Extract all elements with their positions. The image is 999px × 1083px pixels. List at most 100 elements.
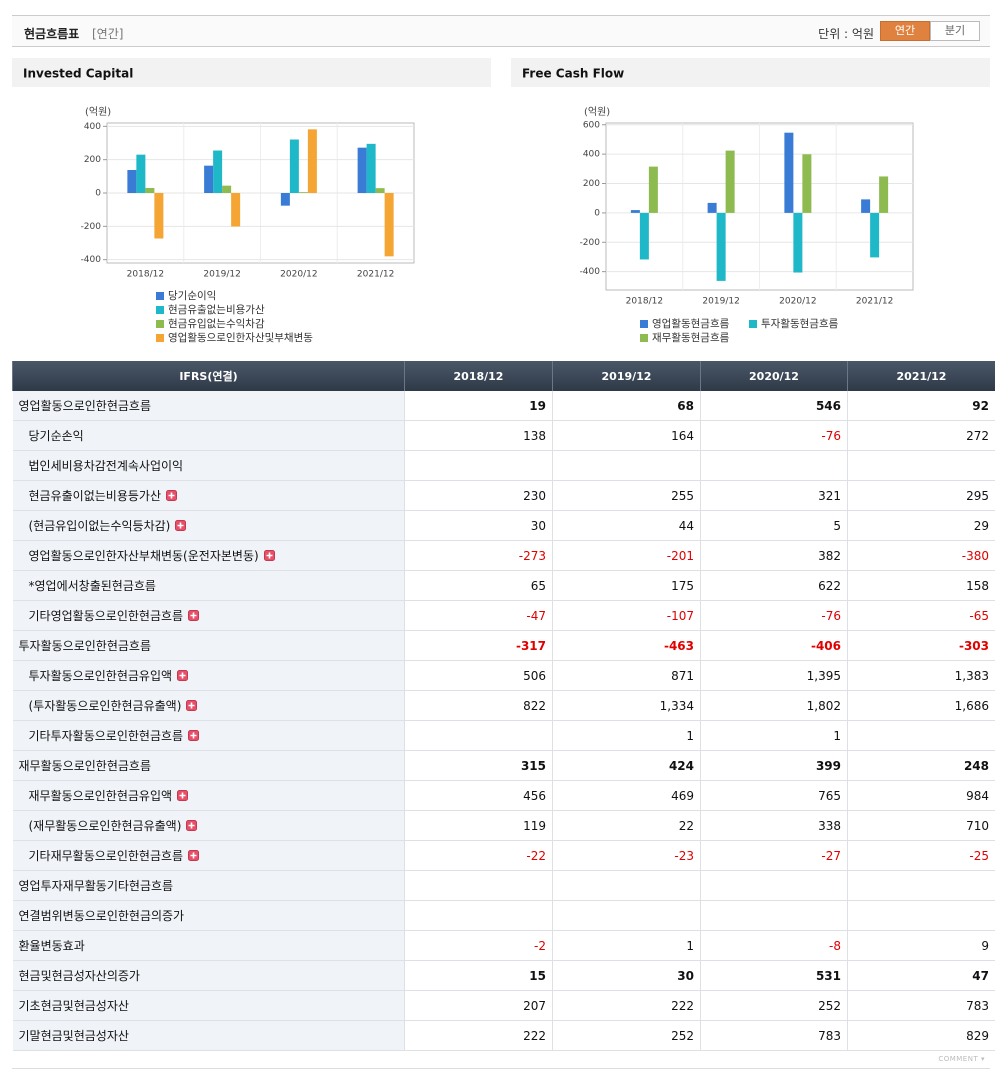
bar [136,154,146,193]
cell-value: -76 [821,428,841,443]
row-label: 기말현금및현금성자산 [18,1029,129,1043]
tab[interactable]: 분기 [930,21,980,41]
expand-icon-graphic[interactable] [188,850,200,861]
legend-label: 현금유출없는비용가산 [168,303,265,316]
cell-value: -380 [961,548,989,563]
expand-icon[interactable] [188,730,200,741]
x-tick-label: 2021/12 [357,270,394,280]
expand-icon-graphic[interactable] [188,610,200,621]
table-row: 투자활동으로인한현금유입액 506 871 1,395 1,383 [12,660,995,691]
cell-value: 92 [972,398,989,413]
expand-icon[interactable] [188,610,200,621]
expand-icon-graphic[interactable] [175,520,187,531]
value-cell: 222 [404,1020,553,1051]
comment-text[interactable]: COMMENT [938,1055,979,1063]
value-cell: 44 [552,510,701,541]
row-label-cell: (현금유입이없는수익등차감) [12,510,405,541]
table-row: 기타재무활동으로인한현금흐름 -22 -23 -27 -25 [12,840,995,871]
value-cell: 272 [847,420,995,451]
expand-icon-graphic[interactable] [263,550,275,561]
expand-icon-graphic[interactable] [177,670,189,681]
bar [213,150,223,193]
cell-value: 138 [523,428,546,443]
value-cell: 399 [700,750,848,781]
column-header: 2021/12 [847,361,995,391]
value-cell: -380 [847,540,995,571]
value-cell: 30 [552,960,701,991]
expand-icon[interactable] [263,550,275,561]
expand-icon[interactable] [175,520,187,531]
table-row: 현금유출이없는비용등가산 230 255 321 295 [12,480,995,511]
value-cell: 783 [700,1020,848,1051]
expand-icon[interactable] [177,790,189,801]
comment-link[interactable]: COMMENT ▾ [938,1055,985,1063]
bar [870,212,880,258]
expand-icon[interactable] [186,700,198,711]
cell-value: -65 [969,608,989,623]
legend-label: 영업활동으로인한자산및부채변동 [168,331,313,344]
expand-icon-graphic[interactable] [165,490,177,501]
value-cell: 5 [700,510,848,541]
value-cell: 1,334 [552,690,701,721]
value-cell: 1,686 [847,690,995,721]
row-label-cell: 기초현금및현금성자산 [12,990,405,1021]
expand-icon[interactable] [165,490,177,501]
cell-value: 871 [671,668,694,683]
expand-icon[interactable] [186,820,198,831]
row-label: 기타영업활동으로인한현금흐름 [28,609,184,623]
cell-value: 68 [677,398,694,413]
row-label-cell: 기타영업활동으로인한현금흐름 [12,600,405,631]
cell-value: 9 [981,938,989,953]
row-label-cell: *영업에서창출된현금흐름 [12,570,405,601]
value-cell: 68 [552,391,701,421]
cell-value: 1,383 [954,668,989,683]
row-label: 투자활동으로인한현금유입액 [28,669,173,683]
cell-value: -303 [958,638,989,653]
bar [307,129,317,193]
expand-icon-graphic[interactable] [188,730,200,741]
row-label-cell: 기타재무활동으로인한현금흐름 [12,840,405,871]
row-label: (투자활동으로인한현금유출액) [28,699,182,713]
table-row: (재무활동으로인한현금유출액) 119 22 338 710 [12,810,995,841]
value-cell [847,870,995,901]
bar [204,165,214,193]
y-axis-label: (억원) [85,106,111,118]
row-label-cell: 기말현금및현금성자산 [12,1020,405,1051]
tab[interactable]: 연간 [880,21,930,41]
row-label: (재무활동으로인한현금유출액) [28,819,182,833]
value-cell [700,900,848,931]
row-label: 연결범위변동으로인한현금의증가 [18,909,185,923]
cell-value: 469 [671,788,694,803]
expand-icon[interactable] [177,670,189,681]
bar [357,147,367,193]
chart-title: Invested Capital [23,67,133,81]
charts: Invested Capital (억원) -400 -200 0 200 400 2018/… [12,58,990,344]
expand-icon[interactable] [188,850,200,861]
cell-value: -76 [821,608,841,623]
cell-value: 1 [686,728,694,743]
expand-icon-graphic[interactable] [186,820,198,831]
cell-value: 321 [818,488,841,503]
value-cell [847,900,995,931]
expand-icon-graphic[interactable] [186,700,198,711]
y-tick-label: 200 [583,179,600,189]
value-cell: 822 [404,690,553,721]
title-bar [12,58,491,87]
legend-swatch [156,320,164,328]
y-tick-label: 0 [95,189,101,199]
legend-label: 영업활동현금흐름 [652,317,730,330]
value-cell: 469 [552,780,701,811]
page-title: 현금흐름표 [24,27,80,41]
table-row: 법인세비용차감전계속사업이익 [12,450,995,481]
row-label-cell: (투자활동으로인한현금유출액) [12,690,405,721]
bar [154,193,164,239]
cell-value: 65 [530,578,546,593]
expand-icon-graphic[interactable] [177,790,189,801]
cell-value: 1 [833,728,841,743]
cell-value: 30 [530,518,546,533]
value-cell [404,870,553,901]
value-cell: 19 [404,391,553,421]
cell-value: 30 [677,968,694,983]
cell-value: 29 [973,518,989,533]
value-cell: 506 [404,660,553,691]
